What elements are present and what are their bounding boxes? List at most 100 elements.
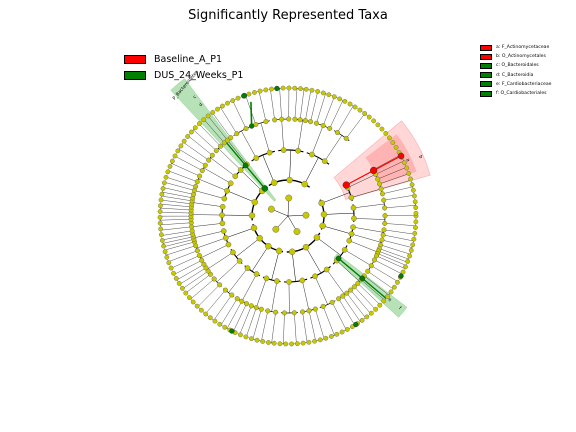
leaf-node	[158, 197, 164, 203]
edge-order-family	[227, 140, 247, 165]
class-node	[251, 199, 258, 206]
leaf-node	[225, 100, 230, 106]
edge-order-family	[200, 244, 229, 259]
leaf-node	[157, 209, 163, 214]
leaf-node	[411, 236, 417, 242]
root-node	[287, 215, 289, 217]
edge-family-genus	[182, 270, 209, 289]
edge-family-genus	[226, 301, 242, 329]
node-green-sub	[249, 123, 255, 129]
edge-family-genus	[160, 207, 192, 211]
leaf-node	[409, 182, 415, 187]
leaf-node	[165, 169, 171, 175]
leaf-node	[207, 315, 213, 321]
key-label-e: e: F_Cardiobacteriaceae	[496, 81, 552, 87]
order-node	[263, 275, 270, 282]
leaf-node	[294, 341, 300, 347]
clade-letter-c: c	[193, 95, 199, 101]
leaf-node	[413, 210, 419, 216]
family-node	[373, 253, 379, 259]
edge-order-family	[228, 268, 248, 293]
order-node	[236, 258, 243, 264]
key-entry-a: a: F_Actinomycetaceae	[480, 43, 551, 52]
leaf-node	[235, 95, 241, 101]
edge-family-genus	[310, 91, 318, 122]
order-node	[266, 149, 273, 156]
leaf-node	[337, 96, 343, 102]
leaf-node	[368, 310, 374, 316]
edge-order-family	[241, 273, 257, 302]
family-node	[320, 123, 326, 129]
edge-family-genus	[346, 113, 365, 139]
edge-family-genus	[161, 230, 193, 236]
family-node	[265, 308, 271, 314]
edge-class-order	[291, 251, 296, 282]
edge-family-genus	[171, 163, 200, 177]
leaf-node	[328, 334, 334, 339]
leaf-node	[381, 298, 387, 304]
leaf-node	[286, 85, 292, 91]
legend-label-dus24: DUS_24_Weeks_P1	[154, 69, 244, 81]
edge-order-family	[216, 260, 240, 283]
clade-letter-e: e	[387, 298, 393, 304]
leaf-node	[183, 290, 189, 296]
leaf-node	[157, 220, 163, 226]
leaf-node	[257, 88, 263, 94]
leaf-node	[280, 85, 286, 91]
legend-entry-baseline: Baseline_A_P1	[124, 51, 243, 67]
family-node	[343, 135, 349, 141]
node-green-leaf-3	[229, 328, 235, 334]
leaf-node	[408, 176, 413, 182]
edge-class-order	[226, 190, 255, 203]
key-entry-e: e: F_Cardiobacteriaceae	[480, 80, 551, 89]
leaf-node	[364, 314, 370, 320]
leaf-node	[263, 87, 269, 93]
edge-order-family	[353, 218, 385, 220]
edge-family-genus	[160, 222, 192, 226]
leaf-node	[192, 125, 198, 131]
edge-order-family	[241, 130, 257, 159]
edge-family-genus	[220, 298, 238, 326]
leaf-node	[246, 91, 252, 97]
family-node	[291, 310, 297, 316]
key-entry-d: d: C_Bacteroidia	[480, 71, 551, 80]
leaf-node	[375, 122, 381, 128]
order-node	[232, 173, 239, 180]
leaf-node	[404, 165, 410, 171]
leaf-node	[243, 334, 249, 340]
family-node	[234, 296, 240, 302]
class-node	[320, 211, 328, 218]
leaf-node	[169, 158, 175, 164]
phylum-node	[285, 194, 293, 202]
ring-order-arc	[306, 152, 330, 165]
leaf-node	[157, 214, 163, 220]
edge-class-order	[289, 150, 292, 181]
edge-family-genus	[377, 253, 407, 266]
edge-family-genus	[299, 88, 305, 120]
class-node	[318, 199, 325, 207]
family-node	[209, 152, 215, 158]
leaf-node	[289, 341, 294, 347]
leaf-node	[366, 114, 372, 120]
edge-family-genus	[283, 312, 285, 344]
order-node	[299, 277, 306, 284]
edge-family-genus	[164, 241, 195, 251]
order-node	[350, 224, 356, 230]
ring-order-arc	[230, 248, 243, 264]
family-node	[222, 287, 228, 293]
leaf-node	[406, 171, 412, 176]
edge-family-genus	[205, 290, 226, 314]
order-node	[274, 278, 280, 284]
leaf-node	[181, 138, 187, 144]
edge-family-genus	[379, 173, 409, 185]
edge-family-genus	[294, 312, 297, 344]
edge-order-family	[206, 252, 234, 270]
leaf-node	[212, 318, 218, 324]
family-node	[348, 287, 354, 293]
ring-order-arc	[310, 266, 331, 279]
key-label-b: b: O_Actinomycetales	[496, 54, 546, 60]
family-node	[244, 301, 250, 307]
leaf-node	[215, 106, 220, 112]
leaf-node	[269, 86, 274, 92]
edge-family-genus	[162, 233, 193, 241]
